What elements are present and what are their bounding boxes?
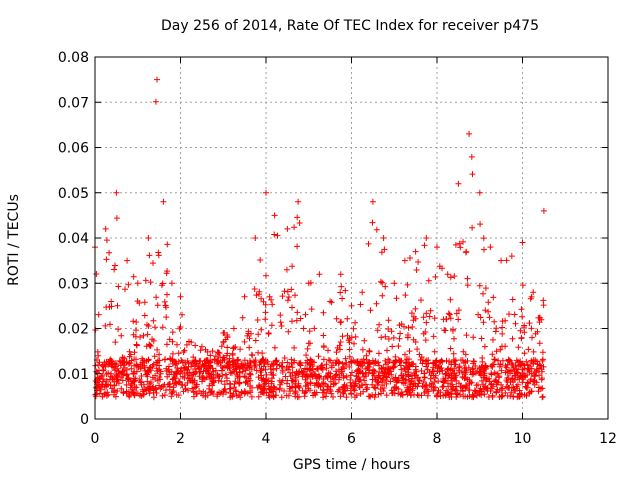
y-tick-label: 0.05	[58, 186, 89, 202]
x-tick-label: 8	[433, 431, 442, 447]
y-tick-label: 0	[80, 412, 89, 428]
x-tick-label: 10	[514, 431, 532, 447]
y-tick-label: 0.06	[58, 141, 89, 157]
x-tick-label: 0	[91, 431, 100, 447]
x-tick-label: 12	[599, 431, 617, 447]
roti-points	[92, 76, 547, 401]
x-tick-label: 4	[262, 431, 271, 447]
y-tick-label: 0.01	[58, 367, 89, 383]
y-tick-label: 0.07	[58, 95, 89, 111]
y-tick-label: 0.04	[58, 231, 89, 247]
x-tick-label: 6	[347, 431, 356, 447]
x-axis-label: GPS time / hours	[292, 457, 411, 473]
x-tick-label: 2	[176, 431, 185, 447]
y-axis-label: ROTI / TECUs	[6, 194, 22, 286]
chart-title: Day 256 of 2014, Rate Of TEC Index for r…	[161, 18, 539, 34]
y-tick-label: 0.08	[58, 50, 89, 66]
data-points	[92, 76, 547, 401]
y-tick-label: 0.03	[58, 276, 89, 292]
axis-ticks: 0 2 4 6 8 10 12 0 0.01 0.02 0.03 0.04 0.05 0.06 0.07 0.…	[58, 50, 617, 447]
y-tick-label: 0.02	[58, 322, 89, 338]
